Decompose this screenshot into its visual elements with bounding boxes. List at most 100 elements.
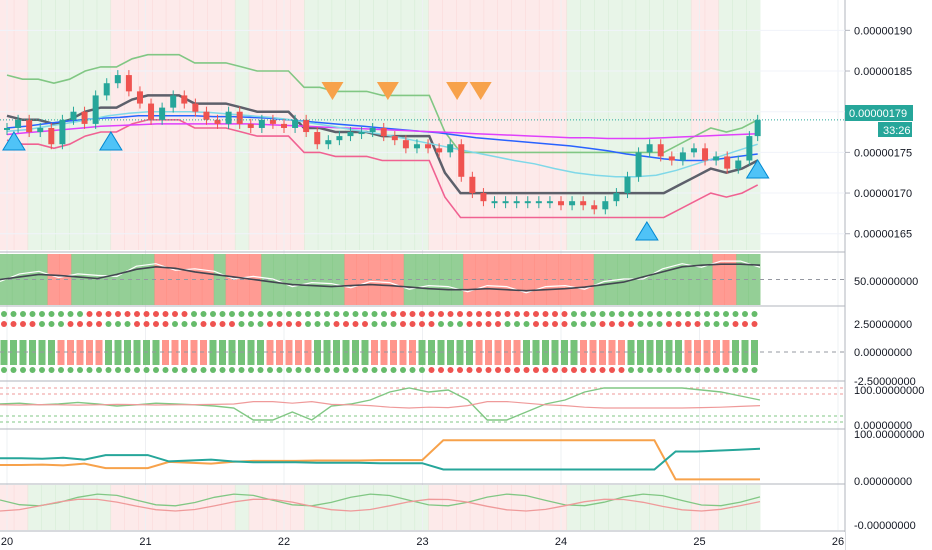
candle-body [59,119,66,145]
extra-line-green [0,493,761,507]
oscillator-bar [320,254,333,305]
status-dot [656,367,663,373]
status-dot [466,367,473,373]
status-column [713,340,720,365]
candle-body [469,176,476,194]
candle-body [236,111,243,124]
status-dot [162,367,169,373]
status-dot [704,311,710,317]
status-column [57,340,65,365]
dots-panel[interactable] [0,311,845,373]
candle-body [668,156,675,161]
candle-body [513,201,520,204]
background-stripe [677,485,692,530]
candle-body [37,127,44,133]
status-dot [419,321,425,327]
background-stripe [649,0,664,250]
status-dot [447,321,454,327]
price-axis-label: 0.00000170 [854,188,912,200]
status-column [570,340,578,365]
status-column [513,340,521,365]
status-dot [77,311,83,317]
price-axis-label: 0.00000190 [854,25,912,37]
status-dot [428,321,435,327]
background-stripe [400,485,416,530]
status-dot [647,367,653,373]
time-axis-label: 24 [555,536,567,548]
oscillator-slow-line [0,263,761,292]
background-stripe [552,0,568,250]
status-dot [134,367,140,373]
background-stripe [538,0,554,250]
price-axis-background [846,0,932,550]
candle-body [26,119,33,133]
status-dot [580,321,587,327]
candle-body [114,75,121,84]
background-stripe [525,0,540,250]
time-axis-label: 20 [1,536,13,548]
status-dot [343,367,349,373]
background-stripe [442,485,457,530]
background-stripe [234,0,250,250]
status-dot [352,321,359,327]
status-dot [1,367,7,373]
background-stripe [234,485,250,530]
background-stripe [290,485,305,530]
status-dot [381,311,387,317]
background-stripe [248,0,264,250]
status-dot [618,367,625,373]
price-axis[interactable]: 0.000001650.000001700.000001750.00000180… [845,0,932,550]
candle-body [380,127,387,137]
background-stripe [82,0,98,250]
background-stripe [69,0,84,250]
background-stripe [304,0,319,250]
status-dot [67,367,74,373]
status-dot [333,311,340,317]
candle-body [402,140,409,149]
di-panel[interactable] [0,439,761,481]
candle-body [81,111,88,124]
extra-panel[interactable] [0,493,761,512]
status-dot [428,367,435,373]
background-stripe [690,0,706,250]
status-dot [305,311,311,317]
status-dot [124,367,131,373]
time-axis[interactable]: 20 21 22 23 24 25 26 [0,532,845,550]
status-column [732,340,739,365]
status-dot [58,367,64,373]
background-stripe [511,0,526,250]
oscillator-bar [23,254,37,305]
status-dot [181,311,188,317]
background-stripe [690,485,706,530]
status-dot [219,367,226,373]
status-dot [200,321,207,327]
time-axis-label: 21 [139,536,151,548]
candle-body [679,152,686,161]
background-stripe [635,485,650,530]
status-dot [428,311,435,317]
price-panel[interactable] [0,29,845,241]
oscillator-bar [712,254,725,305]
background-stripe [635,0,650,250]
background-stripe [469,485,485,530]
status-dot [485,321,492,327]
background-stripe [96,485,112,530]
status-dot [457,311,463,317]
status-dot [609,311,615,317]
oscillator-panel[interactable] [0,254,845,305]
status-dot [561,367,568,373]
status-dot [419,311,425,317]
status-dot [504,311,511,317]
status-column [627,340,635,365]
background-stripe [594,0,609,250]
time-axis-background [0,532,845,550]
status-dot [39,367,45,373]
rsi-panel[interactable] [0,387,845,423]
candle-body [724,156,731,169]
countdown-label: 33:26 [883,125,911,137]
time-axis-label: 22 [278,536,290,548]
background-stripe [304,485,319,530]
panel-axis-label: 2.50000000 [854,319,912,331]
last-price-label: 0.00000179 [849,108,907,120]
